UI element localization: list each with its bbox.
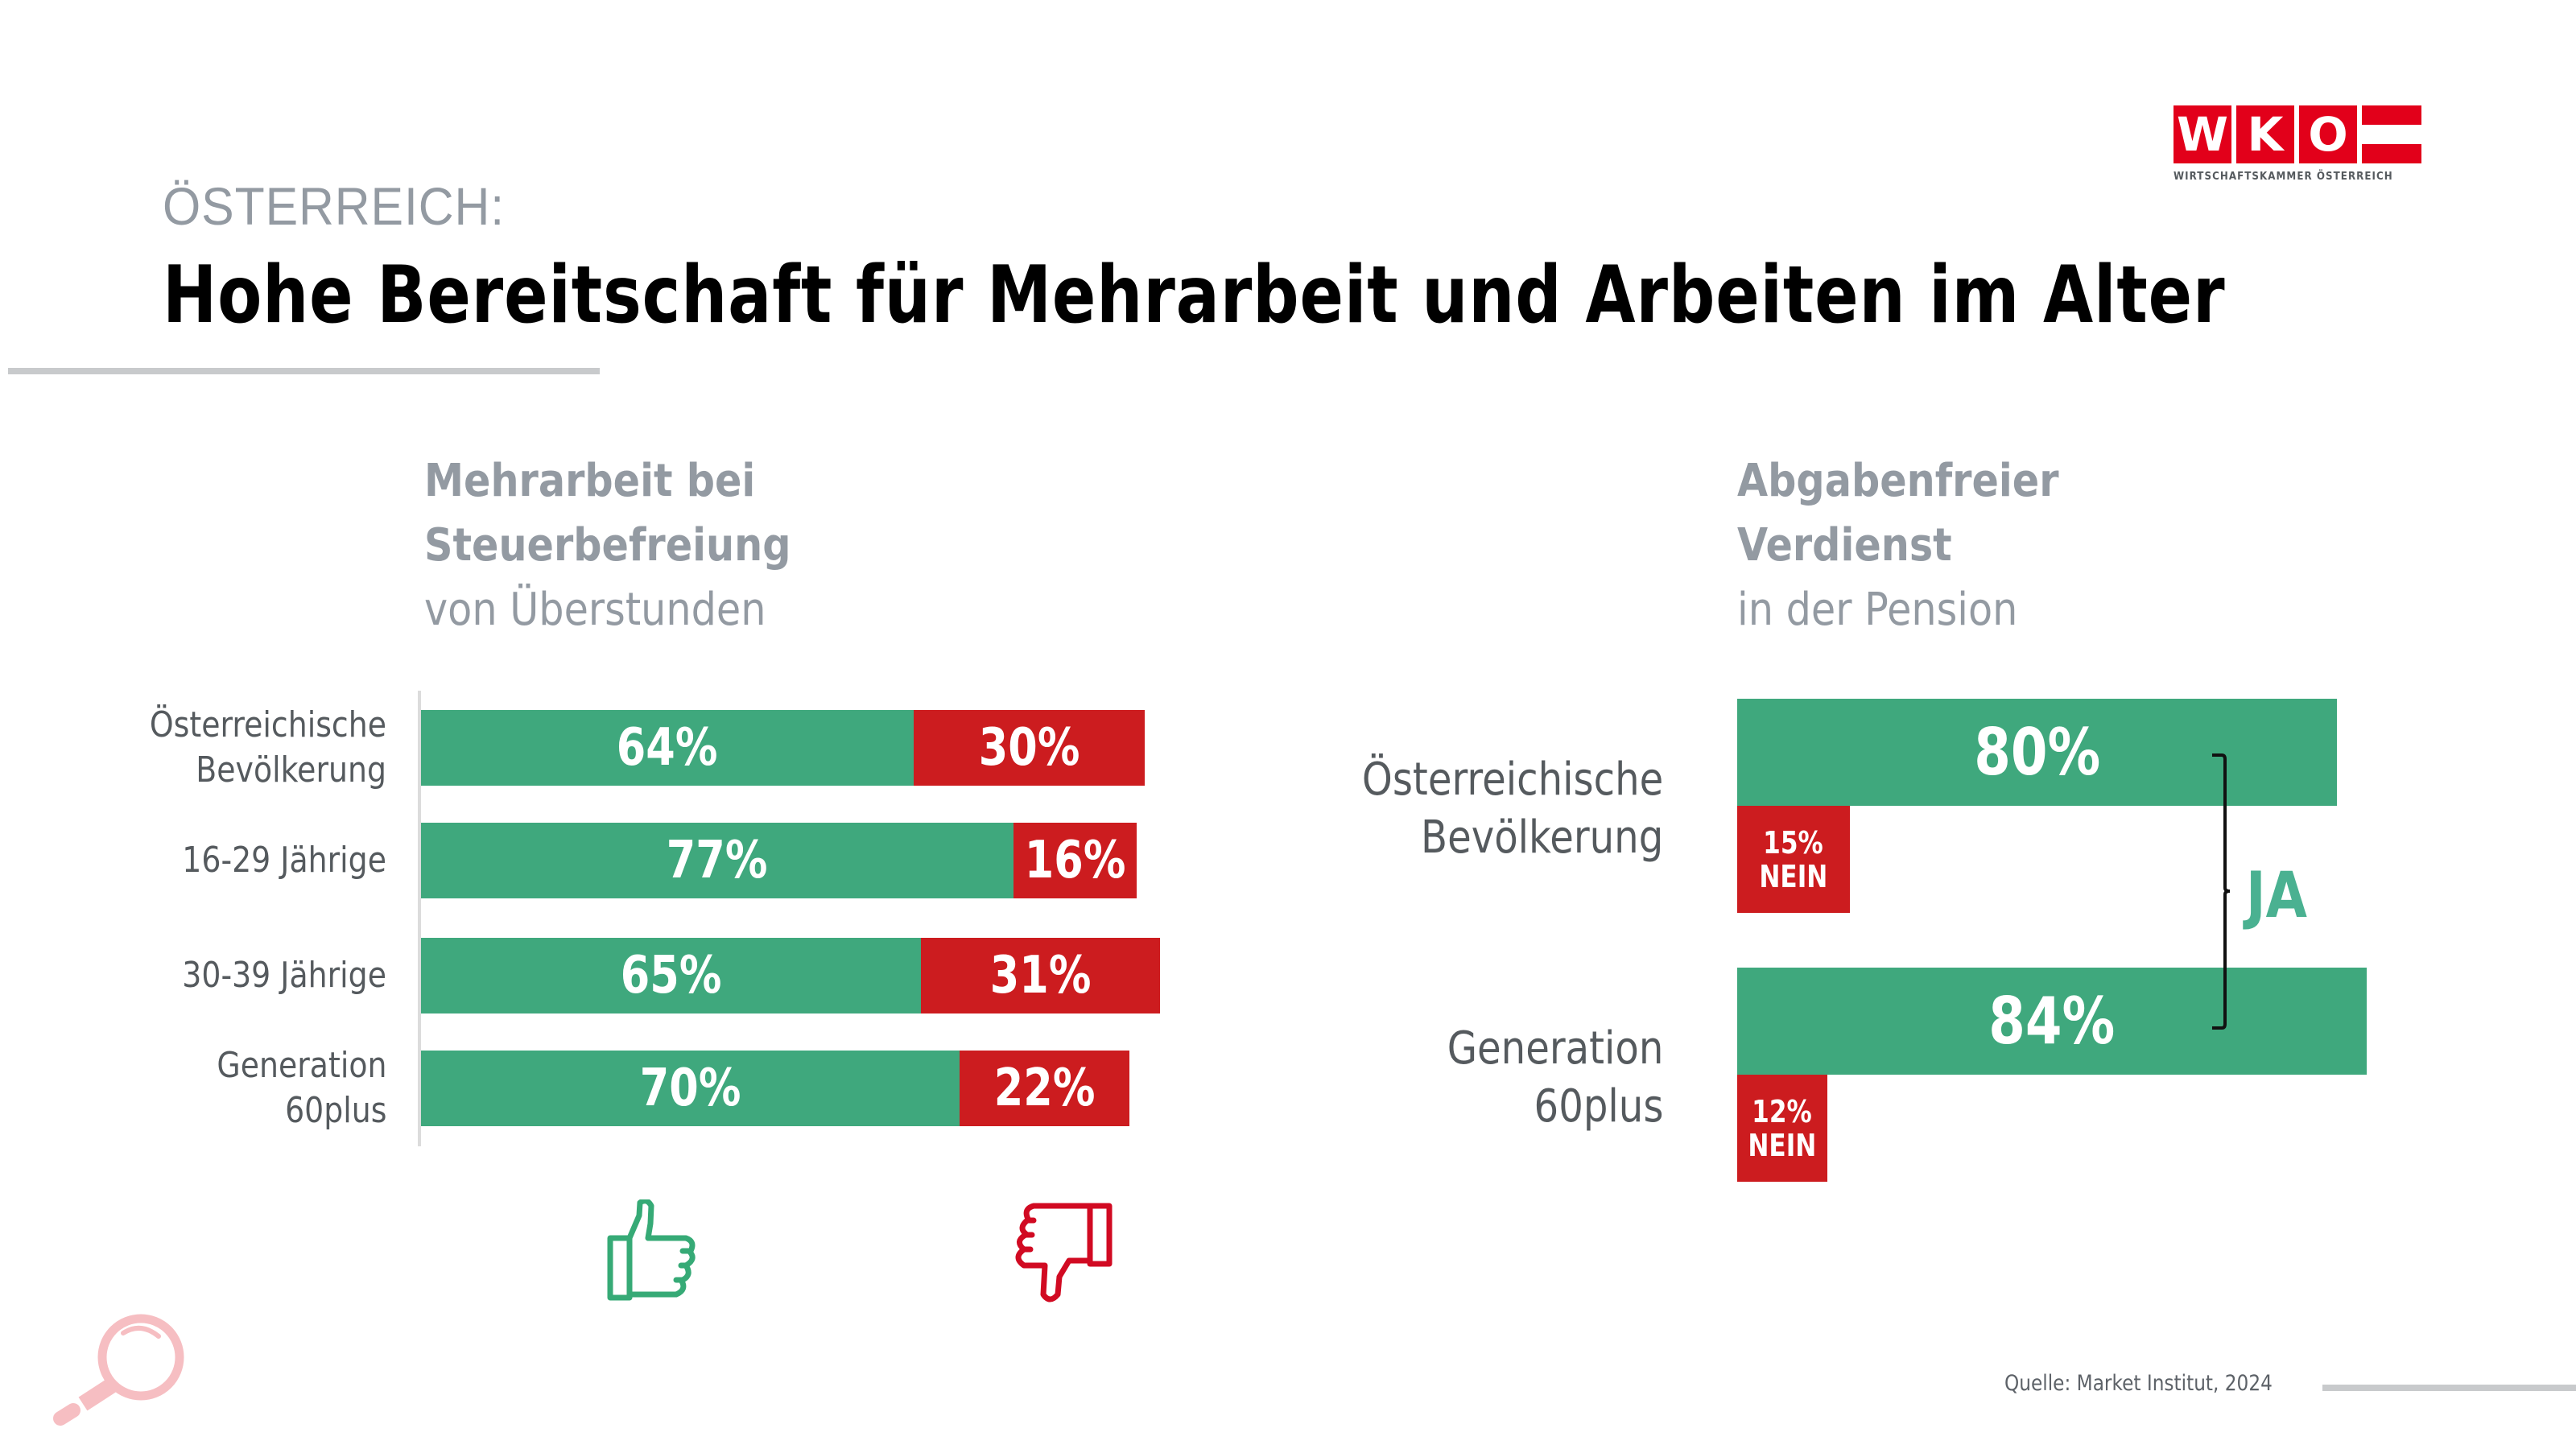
- bar-value-label: 64%: [617, 718, 718, 778]
- right-chart-title-line-1: Abgabenfreier: [1737, 455, 2059, 507]
- bar-value-label: 30%: [978, 718, 1080, 778]
- logo-letter-o: O: [2299, 105, 2357, 163]
- bar-nein: 12% NEIN: [1737, 1075, 1827, 1182]
- left-chart-axis: [418, 691, 421, 1146]
- bar-value-label: 12%: [1752, 1093, 1813, 1129]
- bar-value-label: 65%: [620, 946, 722, 1005]
- bar-value-label: 16%: [1024, 831, 1126, 890]
- bracket-brace: [2212, 753, 2231, 1030]
- bar-value-label: 22%: [993, 1059, 1096, 1118]
- title-divider: [8, 368, 600, 374]
- row-label: Generation 60plus: [1447, 1020, 1663, 1136]
- row-label-line: 16-29 Jährige: [182, 840, 386, 881]
- row-label-line: Bevölkerung: [1420, 811, 1663, 864]
- bar-nein: 30%: [913, 710, 1145, 786]
- left-chart-heading: Mehrarbeit bei Steuerbefreiung von Übers…: [424, 449, 791, 642]
- bar-ja: 70%: [421, 1051, 960, 1126]
- bar-value-label: 15%: [1763, 824, 1824, 861]
- bar-ja: 80%: [1737, 699, 2337, 806]
- row-label-line: 60plus: [284, 1090, 386, 1131]
- bar-nein: 31%: [921, 938, 1160, 1013]
- right-chart-title-line-2: Verdienst: [1737, 519, 1952, 572]
- wko-logo: W K O WIRTSCHAFTSKAMMER ÖSTERREICH: [2174, 105, 2423, 186]
- bar-ja: 64%: [421, 710, 914, 786]
- ja-annotation: JA: [2246, 860, 2307, 932]
- thumbs-up-icon: [607, 1199, 696, 1301]
- row-label-line: Generation: [216, 1045, 386, 1086]
- row-label-line: 60plus: [1534, 1080, 1663, 1133]
- row-label-line: Österreichische: [149, 704, 386, 745]
- row-label: Österreichische Bevölkerung: [1362, 751, 1663, 867]
- row-label: 30-39 Jährige: [182, 953, 386, 998]
- bar-ja: 65%: [421, 938, 922, 1013]
- bar-value-label: 31%: [989, 946, 1092, 1005]
- source-divider: [2322, 1385, 2576, 1391]
- left-chart-title-line-2: Steuerbefreiung: [424, 519, 791, 572]
- logo-subtitle: WIRTSCHAFTSKAMMER ÖSTERREICH: [2174, 170, 2393, 183]
- right-chart-heading: Abgabenfreier Verdienst in der Pension: [1737, 449, 2059, 642]
- left-chart-title-line-1: Mehrarbeit bei: [424, 455, 756, 507]
- bar-value-label: 77%: [667, 831, 768, 890]
- bar-nein: 16%: [1013, 823, 1137, 898]
- row-label: Österreichische Bevölkerung: [150, 703, 386, 793]
- bar-ja: 77%: [421, 823, 1014, 898]
- logo-letter-w: W: [2174, 105, 2231, 163]
- bar-nein: 15% NEIN: [1737, 806, 1850, 913]
- kicker: ÖSTERREICH:: [163, 176, 506, 236]
- row-label: Generation 60plus: [217, 1043, 386, 1133]
- row-label-line: Generation: [1447, 1022, 1663, 1075]
- left-chart-subtitle: von Überstunden: [424, 584, 766, 636]
- austria-flag-icon: [2362, 105, 2421, 163]
- right-chart-subtitle: in der Pension: [1737, 584, 2018, 636]
- bar-value-label: 80%: [1973, 715, 2100, 790]
- source-note: Quelle: Market Institut, 2024: [2004, 1371, 2273, 1396]
- row-label-line: Österreichische: [1361, 753, 1663, 806]
- bar-nein-label: NEIN: [1759, 858, 1828, 894]
- bar-value-label: 70%: [639, 1059, 741, 1118]
- row-label: 16-29 Jährige: [182, 838, 386, 883]
- page-title: Hohe Bereitschaft für Mehrarbeit und Arb…: [163, 250, 2226, 341]
- row-label-line: Bevölkerung: [196, 749, 386, 791]
- bar-value-label: 84%: [1988, 984, 2116, 1059]
- bar-nein-label: NEIN: [1748, 1127, 1817, 1163]
- bar-nein: 22%: [960, 1051, 1129, 1126]
- row-label-line: 30-39 Jährige: [182, 955, 386, 996]
- thumbs-down-icon: [1015, 1203, 1113, 1302]
- logo-letter-k: K: [2236, 105, 2294, 163]
- magnifier-icon[interactable]: [44, 1304, 197, 1433]
- bar-ja: 84%: [1737, 968, 2368, 1075]
